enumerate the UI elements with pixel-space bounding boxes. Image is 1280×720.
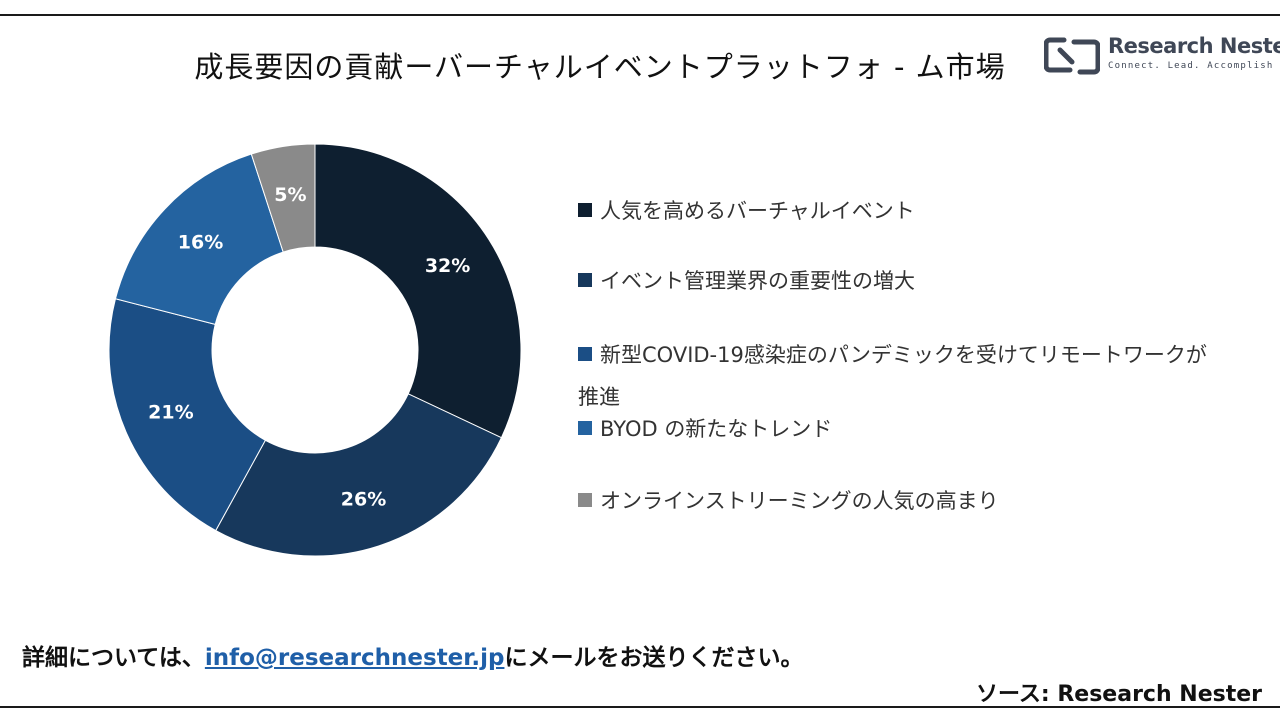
donut-slice-5 bbox=[250, 143, 316, 253]
legend-item-3: 新型COVID-19感染症のパンデミックを受けてリモートワークが推進 bbox=[578, 334, 1218, 418]
contact-note-prefix: 詳細については、 bbox=[22, 645, 205, 671]
legend-swatch-3 bbox=[578, 347, 592, 361]
bottom-rule bbox=[0, 706, 1280, 708]
legend-label-5: オンラインストリーミングの人気の高まり bbox=[600, 489, 999, 513]
research-nester-logo-icon bbox=[1044, 37, 1100, 75]
legend-label-2: イベント管理業界の重要性の増大 bbox=[600, 269, 915, 293]
legend-swatch-5 bbox=[578, 493, 592, 507]
top-rule bbox=[0, 14, 1280, 16]
contact-note: 詳細については、info@researchnester.jpにメールをお送りくだ… bbox=[22, 638, 803, 672]
legend-swatch-1 bbox=[578, 203, 592, 217]
legend-item-5: オンラインストリーミングの人気の高まり bbox=[578, 480, 1218, 522]
logo-tagline: Connect. Lead. Accomplish bbox=[1108, 61, 1274, 71]
legend-item-4: BYOD の新たなトレンド bbox=[578, 408, 1218, 450]
slice-label-1: 32% bbox=[425, 255, 470, 277]
legend-swatch-2 bbox=[578, 273, 592, 287]
legend-item-1: 人気を高めるバーチャルイベント bbox=[578, 190, 1218, 232]
chart-title: 成長要因の貢献ーバーチャルイベントプラットフォ - ム市場 bbox=[194, 50, 1006, 84]
research-nester-logo: Research Nester Connect. Lead. Accomplis… bbox=[1044, 34, 1280, 78]
slice-label-4: 16% bbox=[178, 232, 223, 254]
slice-label-5: 5% bbox=[274, 184, 306, 206]
donut-chart: 32% 26% 21% 16% 5% bbox=[108, 143, 522, 557]
donut-slice-3 bbox=[108, 298, 267, 532]
source-credit: ソース: Research Nester bbox=[975, 682, 1262, 707]
donut-slice-1 bbox=[314, 143, 522, 439]
legend-label-1: 人気を高めるバーチャルイベント bbox=[600, 199, 915, 223]
donut-slice-2 bbox=[215, 393, 503, 557]
donut-slice-4 bbox=[114, 153, 284, 325]
legend-label-4: BYOD の新たなトレンド bbox=[600, 417, 833, 441]
legend-item-2: イベント管理業界の重要性の増大 bbox=[578, 260, 1218, 302]
logo-name: Research Nester bbox=[1108, 34, 1280, 58]
slice-label-2: 26% bbox=[341, 488, 386, 510]
legend-swatch-4 bbox=[578, 421, 592, 435]
contact-note-suffix: にメールをお送りください。 bbox=[504, 645, 804, 671]
contact-email-link[interactable]: info@researchnester.jp bbox=[204, 645, 505, 671]
slice-label-3: 21% bbox=[148, 401, 193, 423]
legend-label-3: 新型COVID-19感染症のパンデミックを受けてリモートワークが推進 bbox=[578, 343, 1207, 409]
